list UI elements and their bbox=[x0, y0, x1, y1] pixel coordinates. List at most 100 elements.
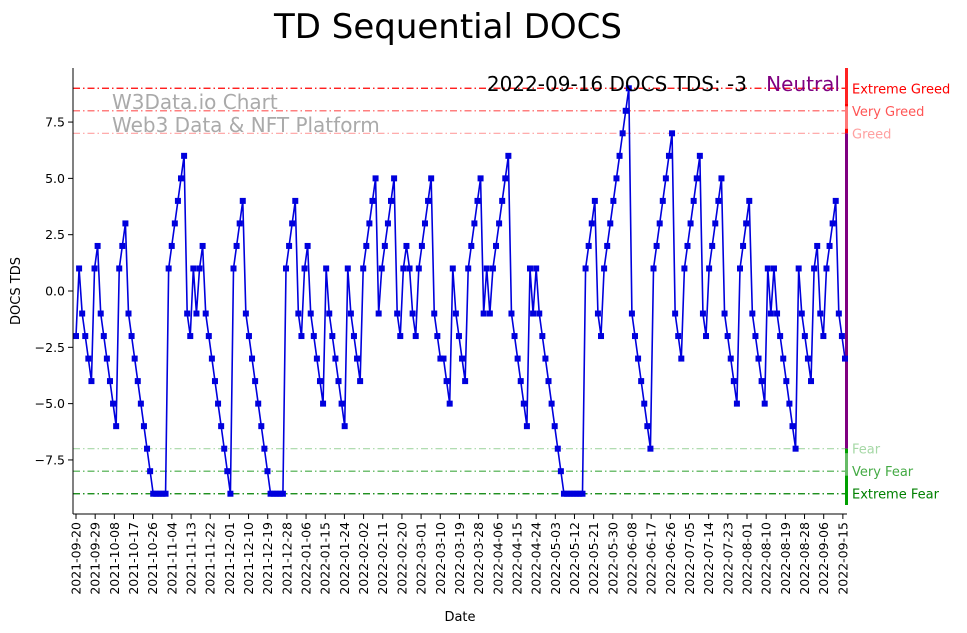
y-tick-label: −7.5 bbox=[35, 452, 65, 467]
data-point bbox=[338, 400, 345, 407]
data-point bbox=[613, 175, 620, 182]
data-point bbox=[669, 130, 676, 137]
data-point bbox=[159, 490, 166, 497]
data-point bbox=[767, 310, 774, 317]
data-point bbox=[622, 107, 629, 114]
x-tick-label: 2022-02-11 bbox=[375, 522, 390, 595]
data-point bbox=[394, 310, 401, 317]
data-point bbox=[832, 197, 839, 204]
y-tick-label: −5.0 bbox=[35, 396, 65, 411]
data-point bbox=[187, 333, 194, 340]
data-point bbox=[582, 265, 589, 272]
data-point bbox=[184, 310, 191, 317]
data-point bbox=[267, 490, 274, 497]
data-point bbox=[252, 378, 259, 385]
data-point bbox=[279, 490, 286, 497]
data-point bbox=[625, 85, 632, 92]
data-point bbox=[610, 197, 617, 204]
data-point bbox=[647, 445, 654, 452]
x-tick-label: 2022-02-20 bbox=[394, 522, 409, 595]
data-point bbox=[264, 468, 271, 475]
data-point bbox=[134, 378, 141, 385]
data-point bbox=[131, 355, 138, 362]
x-tick-label: 2022-05-03 bbox=[548, 522, 563, 595]
data-point bbox=[211, 378, 218, 385]
band-sub-2 bbox=[845, 453, 848, 476]
data-point bbox=[205, 333, 212, 340]
data-point bbox=[335, 378, 342, 385]
data-point bbox=[548, 400, 555, 407]
data-point bbox=[88, 378, 95, 385]
data-point bbox=[273, 490, 280, 497]
x-tick-label: 2021-09-29 bbox=[88, 522, 103, 595]
data-point bbox=[607, 220, 614, 227]
data-point bbox=[764, 265, 771, 272]
data-point bbox=[270, 490, 277, 497]
x-tick-label: 2022-06-26 bbox=[663, 522, 678, 595]
data-point bbox=[341, 423, 348, 430]
data-point bbox=[585, 242, 592, 249]
x-tick-label: 2022-03-10 bbox=[433, 522, 448, 595]
y-tick-label: −2.5 bbox=[35, 340, 65, 355]
data-point bbox=[523, 423, 530, 430]
x-tick-label: 2021-09-20 bbox=[69, 522, 84, 595]
x-tick-label: 2022-06-08 bbox=[624, 522, 639, 595]
data-point bbox=[403, 242, 410, 249]
data-point bbox=[749, 310, 756, 317]
data-point bbox=[82, 333, 89, 340]
data-point bbox=[332, 355, 339, 362]
data-point bbox=[421, 220, 428, 227]
y-tick-label: 2.5 bbox=[45, 227, 65, 242]
data-point bbox=[310, 333, 317, 340]
status-readout: 2022-09-16 DOCS TDS: -3 Neutral bbox=[487, 72, 840, 96]
x-tick-label: 2021-10-17 bbox=[126, 522, 141, 595]
x-tick-label: 2021-10-26 bbox=[145, 522, 160, 595]
data-point bbox=[320, 400, 327, 407]
data-point bbox=[323, 265, 330, 272]
level-label-very-fear: Very Fear bbox=[852, 465, 914, 480]
data-point bbox=[770, 265, 777, 272]
data-point bbox=[224, 468, 231, 475]
data-point bbox=[236, 220, 243, 227]
band-sub-1 bbox=[845, 106, 848, 129]
data-point bbox=[486, 310, 493, 317]
data-point bbox=[230, 265, 237, 272]
data-point bbox=[650, 265, 657, 272]
data-point bbox=[378, 265, 385, 272]
data-point bbox=[483, 265, 490, 272]
data-point bbox=[110, 400, 117, 407]
data-point bbox=[480, 310, 487, 317]
data-point bbox=[551, 423, 558, 430]
x-tick-label: 2021-11-04 bbox=[164, 522, 179, 595]
data-point bbox=[415, 265, 422, 272]
x-tick-label: 2022-04-24 bbox=[529, 522, 544, 595]
x-tick-label: 2021-11-13 bbox=[184, 522, 199, 595]
x-tick-label: 2021-10-08 bbox=[107, 522, 122, 595]
data-point bbox=[706, 265, 713, 272]
data-point bbox=[372, 175, 379, 182]
data-point bbox=[289, 220, 296, 227]
data-point bbox=[218, 423, 225, 430]
data-point bbox=[594, 310, 601, 317]
data-point bbox=[588, 220, 595, 227]
data-point bbox=[567, 490, 574, 497]
data-point bbox=[208, 355, 215, 362]
y-tick-label: 5.0 bbox=[45, 171, 65, 186]
data-point bbox=[678, 355, 685, 362]
data-point bbox=[789, 423, 796, 430]
sentiment-levels: Extreme Greed Very Greed Greed Fear Very Fea… bbox=[73, 82, 950, 503]
data-point bbox=[178, 175, 185, 182]
data-point bbox=[570, 490, 577, 497]
data-point bbox=[384, 220, 391, 227]
data-point bbox=[703, 333, 710, 340]
data-point bbox=[116, 265, 123, 272]
series-line bbox=[75, 88, 846, 495]
data-point bbox=[350, 333, 357, 340]
watermark: W3Data.io Chart Web3 Data & NFT Platform bbox=[112, 90, 380, 137]
data-point bbox=[715, 197, 722, 204]
data-point bbox=[502, 175, 509, 182]
data-point bbox=[113, 423, 120, 430]
data-point bbox=[347, 310, 354, 317]
data-point bbox=[604, 242, 611, 249]
